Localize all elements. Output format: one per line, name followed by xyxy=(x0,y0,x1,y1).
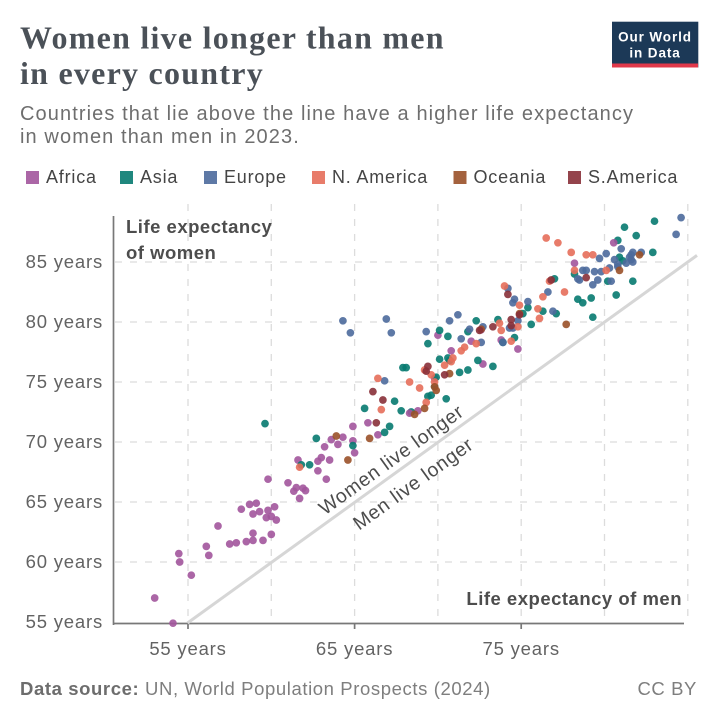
svg-text:55 years: 55 years xyxy=(149,638,226,659)
svg-text:Countries that lie above the l: Countries that lie above the line have a… xyxy=(20,103,634,125)
svg-text:Our World: Our World xyxy=(618,30,692,45)
svg-text:Women live longer than men: Women live longer than men xyxy=(20,20,445,56)
svg-text:Data source: UN, World Populat: Data source: UN, World Population Prospe… xyxy=(20,678,491,699)
svg-text:55 years: 55 years xyxy=(26,611,103,632)
svg-text:70 years: 70 years xyxy=(26,431,103,452)
svg-text:of women: of women xyxy=(126,242,216,263)
svg-text:Africa: Africa xyxy=(46,167,97,187)
svg-text:in Data: in Data xyxy=(629,46,680,61)
svg-text:75 years: 75 years xyxy=(483,638,560,659)
svg-text:in women than men in 2023.: in women than men in 2023. xyxy=(20,126,300,148)
svg-text:Oceania: Oceania xyxy=(474,167,547,187)
svg-text:65 years: 65 years xyxy=(316,638,393,659)
svg-text:S.America: S.America xyxy=(588,167,678,187)
svg-text:N. America: N. America xyxy=(332,167,428,187)
svg-text:65 years: 65 years xyxy=(26,491,103,512)
svg-text:85 years: 85 years xyxy=(26,251,103,272)
svg-text:in every country: in every country xyxy=(20,55,264,91)
svg-text:Life expectancy: Life expectancy xyxy=(126,216,273,237)
svg-text:CC BY: CC BY xyxy=(637,678,697,699)
svg-text:60 years: 60 years xyxy=(26,551,103,572)
svg-text:75 years: 75 years xyxy=(26,371,103,392)
svg-text:Asia: Asia xyxy=(140,167,178,187)
svg-text:Life expectancy of men: Life expectancy of men xyxy=(466,588,682,609)
svg-text:80 years: 80 years xyxy=(26,311,103,332)
svg-text:Europe: Europe xyxy=(224,167,287,187)
